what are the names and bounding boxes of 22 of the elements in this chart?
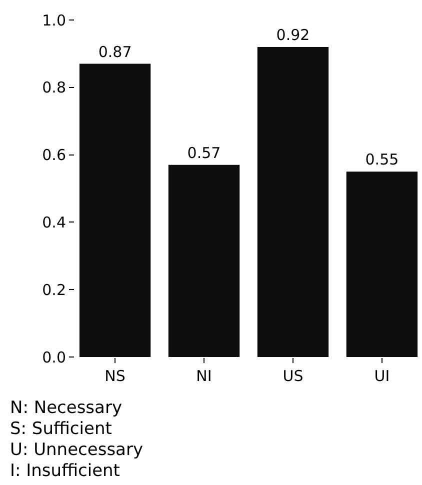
data-label: 0.92 — [276, 26, 310, 44]
y-tick-label: 0.4 — [42, 213, 66, 232]
y-tick-label: 0.2 — [42, 280, 66, 299]
x-tick-label: US — [282, 367, 304, 385]
y-tick-label: 0.0 — [42, 348, 66, 366]
x-tick-label: NI — [196, 367, 212, 385]
y-tick-label: 0.8 — [42, 78, 66, 97]
text: I: Insufficient — [10, 461, 120, 481]
text: U: Unnecessary — [10, 440, 144, 460]
y-tick-label: 1.0 — [42, 11, 66, 30]
x-tick-label: UI — [374, 367, 390, 385]
bar — [257, 46, 329, 357]
x-tick-label: NS — [104, 367, 126, 385]
bar — [79, 64, 151, 357]
y-tick-label: 0.6 — [42, 146, 66, 164]
bar — [346, 172, 418, 357]
data-label: 0.55 — [365, 150, 399, 169]
data-label: 0.57 — [187, 144, 221, 162]
text: S: Sufficient — [10, 419, 112, 439]
bar — [168, 164, 240, 357]
text: N: Necessary — [10, 398, 122, 418]
data-label: 0.87 — [98, 42, 132, 61]
